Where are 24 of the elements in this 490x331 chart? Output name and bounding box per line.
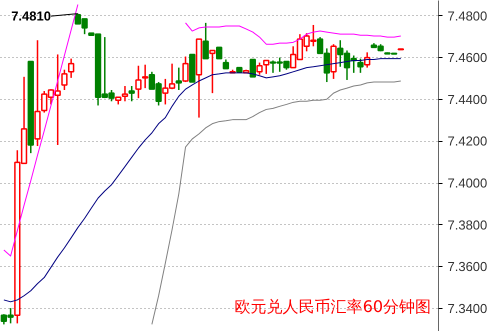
candlestick — [209, 50, 216, 94]
candlestick — [202, 22, 209, 60]
candlestick — [222, 58, 230, 70]
candlestick — [61, 68, 68, 91]
candlestick — [142, 64, 148, 89]
candlestick — [364, 52, 370, 68]
candlestick — [68, 58, 74, 79]
y-tick-label: 7.4200 — [448, 134, 488, 149]
y-tick-label: 7.3600 — [448, 259, 488, 274]
y-tick-label: 7.4400 — [448, 92, 488, 107]
y-tick-label: 7.3400 — [448, 301, 488, 316]
y-tick-label: 7.4800 — [448, 8, 488, 24]
candlestick — [128, 85, 135, 102]
candlestick — [135, 64, 142, 99]
y-tick-label: 7.4600 — [448, 50, 488, 66]
candlestick — [250, 58, 256, 78]
text: 欧元兑人民币汇率60分钟图 — [234, 297, 432, 316]
y-tick-label: 7.4000 — [448, 176, 488, 191]
candlestick — [176, 66, 182, 91]
candlestick — [182, 56, 189, 83]
y-tick-label: 7.3800 — [448, 217, 488, 232]
candlestick — [216, 46, 222, 60]
annotation: 7.4810 — [11, 8, 51, 24]
candlestick — [357, 58, 364, 74]
